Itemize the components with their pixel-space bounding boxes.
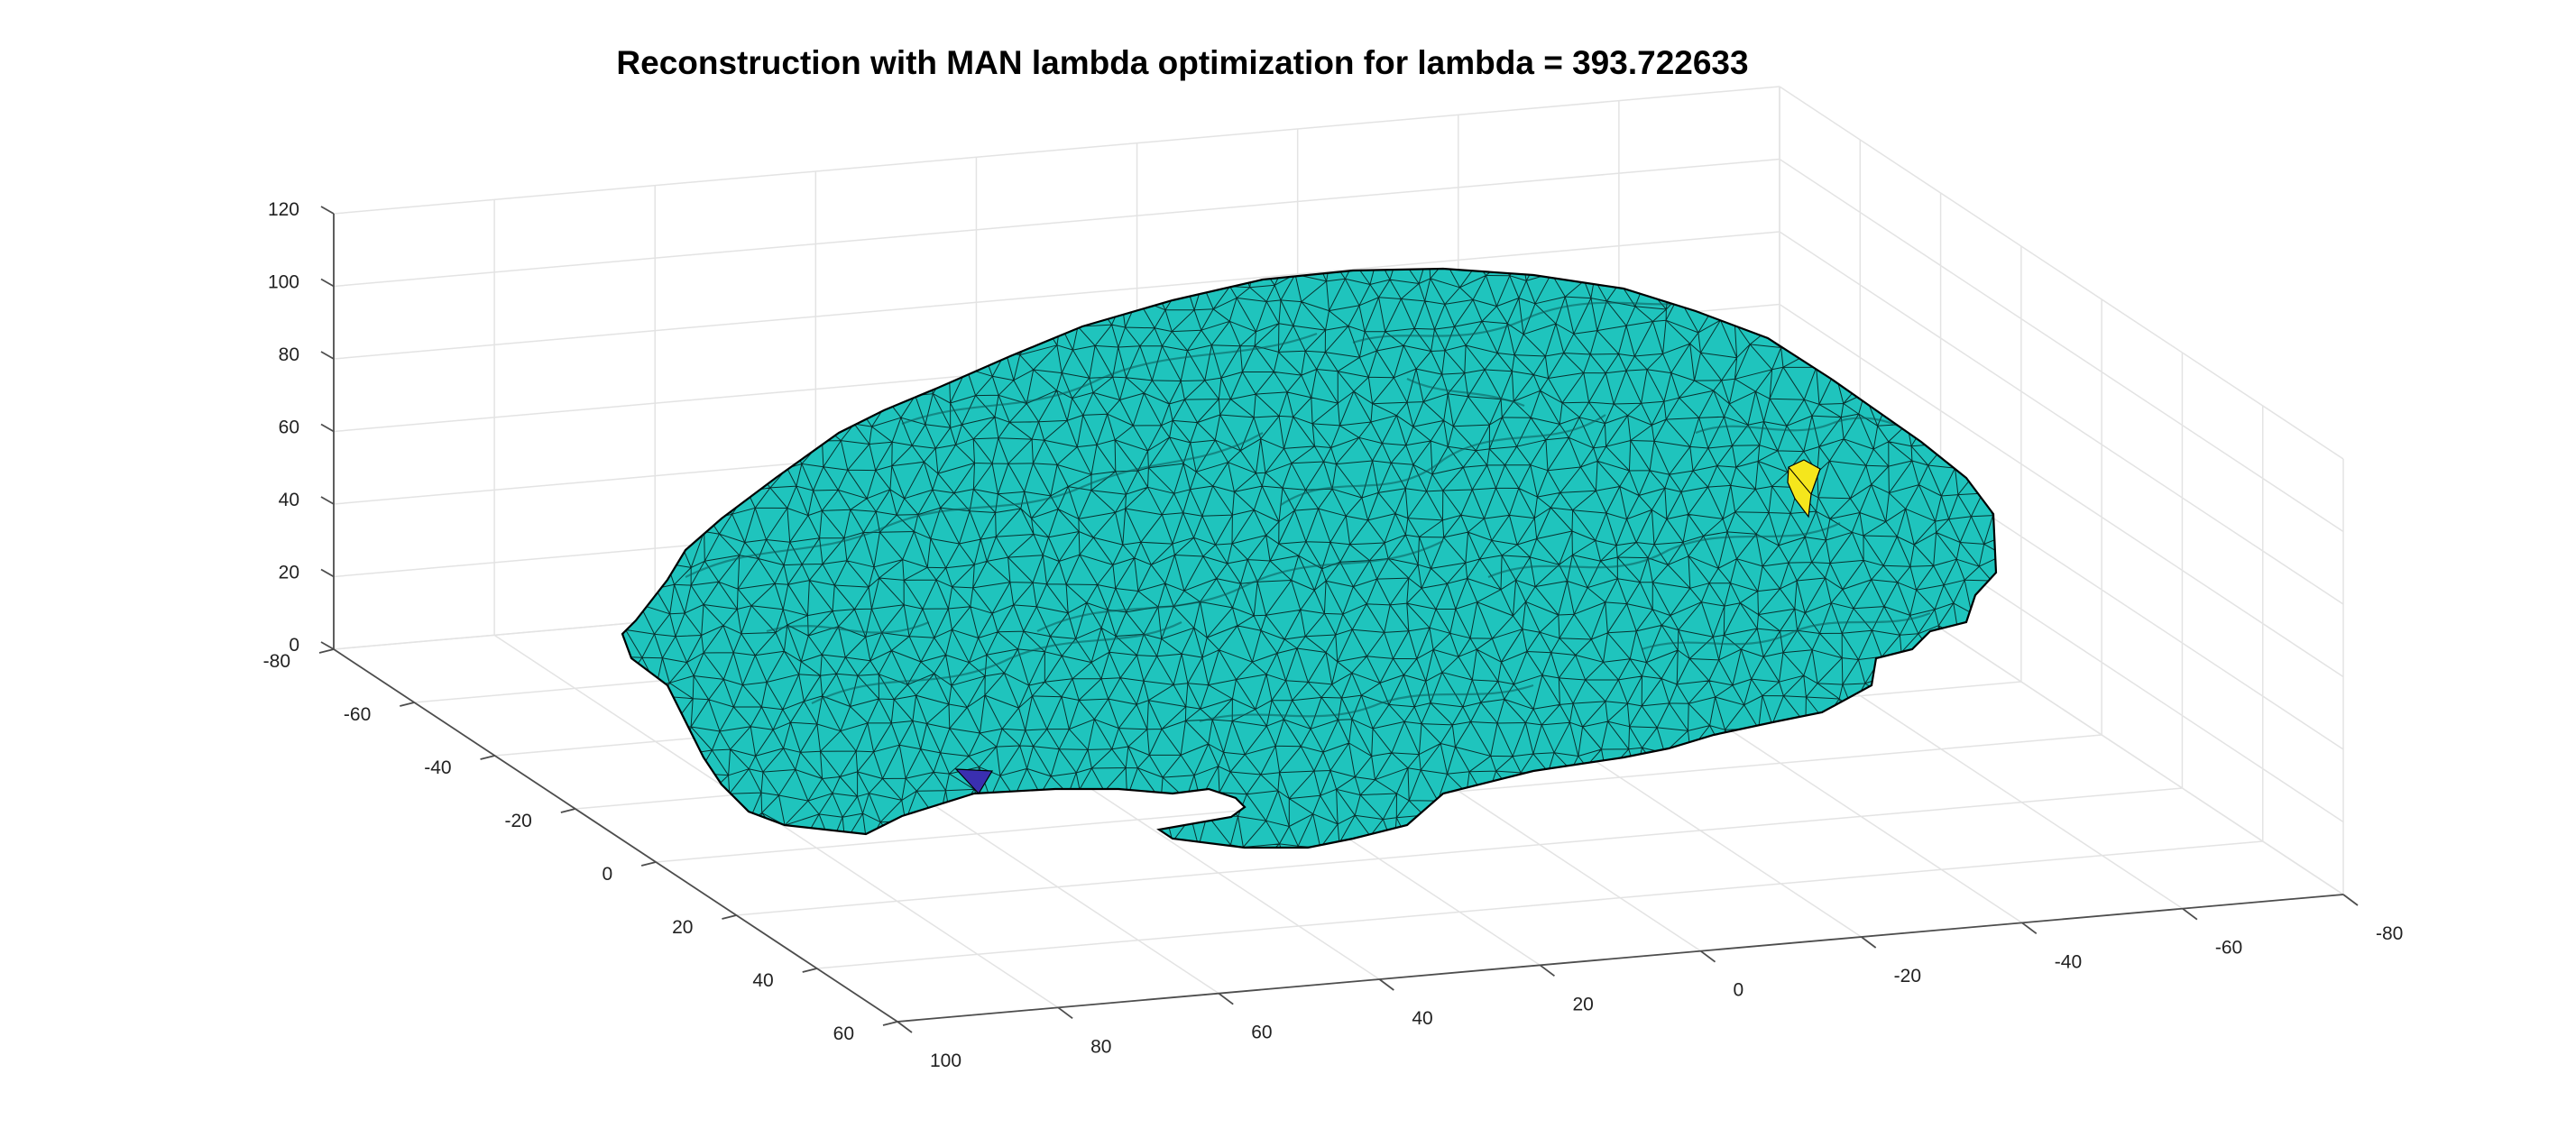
y-tick-label: -40 [424,757,451,778]
x-tick-label: 100 [930,1051,961,1071]
y-tick-label: -60 [344,704,371,725]
z-tick-label: 100 [268,272,299,293]
z-tick-label: 120 [268,199,299,220]
x-tick-label: 0 [1734,980,1744,1001]
z-tick-label: 0 [289,635,299,656]
x-tick-label: -80 [2376,923,2403,944]
x-tick-label: 80 [1090,1036,1111,1057]
x-tick-label: -40 [2055,951,2082,972]
yellow-patch-edges [1788,466,1821,495]
brain-surface [621,267,1998,849]
y-tick-label: -20 [504,811,531,831]
chart-title: Reconstruction with MAN lambda optimizat… [616,44,1748,81]
z-tick-label: 40 [279,490,299,510]
x-tick-label: 20 [1572,994,1593,1014]
surface-outline [621,267,1998,849]
y-tick-label: 60 [833,1023,854,1044]
z-tick-label: 60 [279,418,299,438]
x-tick-label: -20 [1894,966,1921,986]
y-tick-label: -80 [263,651,290,672]
yellow-patch [1787,459,1821,518]
y-tick-label: 40 [752,970,773,991]
z-tick-label: 20 [279,563,299,583]
y-tick-label: 0 [602,864,612,885]
x-tick-label: 40 [1412,1008,1432,1029]
blue-patch [954,768,994,794]
z-tick-label: 80 [279,344,299,365]
tick-labels: 0 20 40 60 80 100 120 -80 -60 -40 -20 0 20 40 60 100 80 6… [263,199,2404,1071]
x-tick-label: 60 [1251,1023,1272,1043]
x-tick-label: -60 [2215,938,2242,959]
y-tick-label: 20 [672,917,693,938]
